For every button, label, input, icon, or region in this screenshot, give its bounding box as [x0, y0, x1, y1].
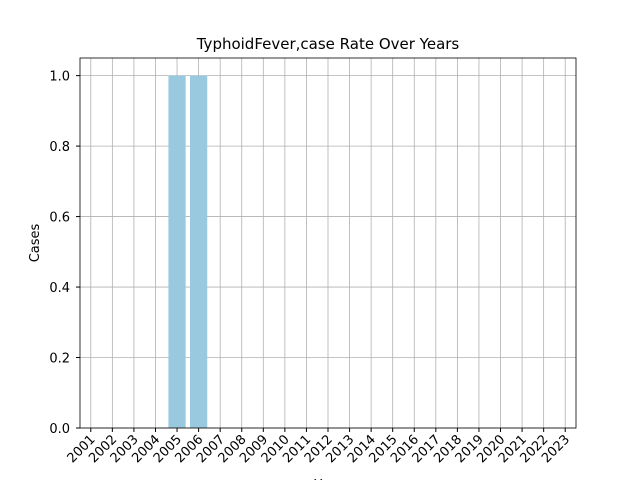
chart-title: TyphoidFever,case Rate Over Years [196, 35, 460, 53]
plot-frame [79, 57, 577, 429]
y-axis-label: Cases [28, 223, 43, 262]
y-tick-label: 0.0 [49, 422, 70, 437]
y-tick-label: 0.8 [49, 140, 70, 155]
y-tick-label: 0.6 [49, 211, 70, 226]
x-axis-label: Year [313, 478, 342, 480]
y-tick-label: 0.4 [49, 281, 70, 296]
y-tick-label: 1.0 [49, 70, 70, 85]
y-tick-label: 0.2 [49, 352, 70, 367]
bar [168, 75, 186, 428]
bar [189, 75, 208, 428]
